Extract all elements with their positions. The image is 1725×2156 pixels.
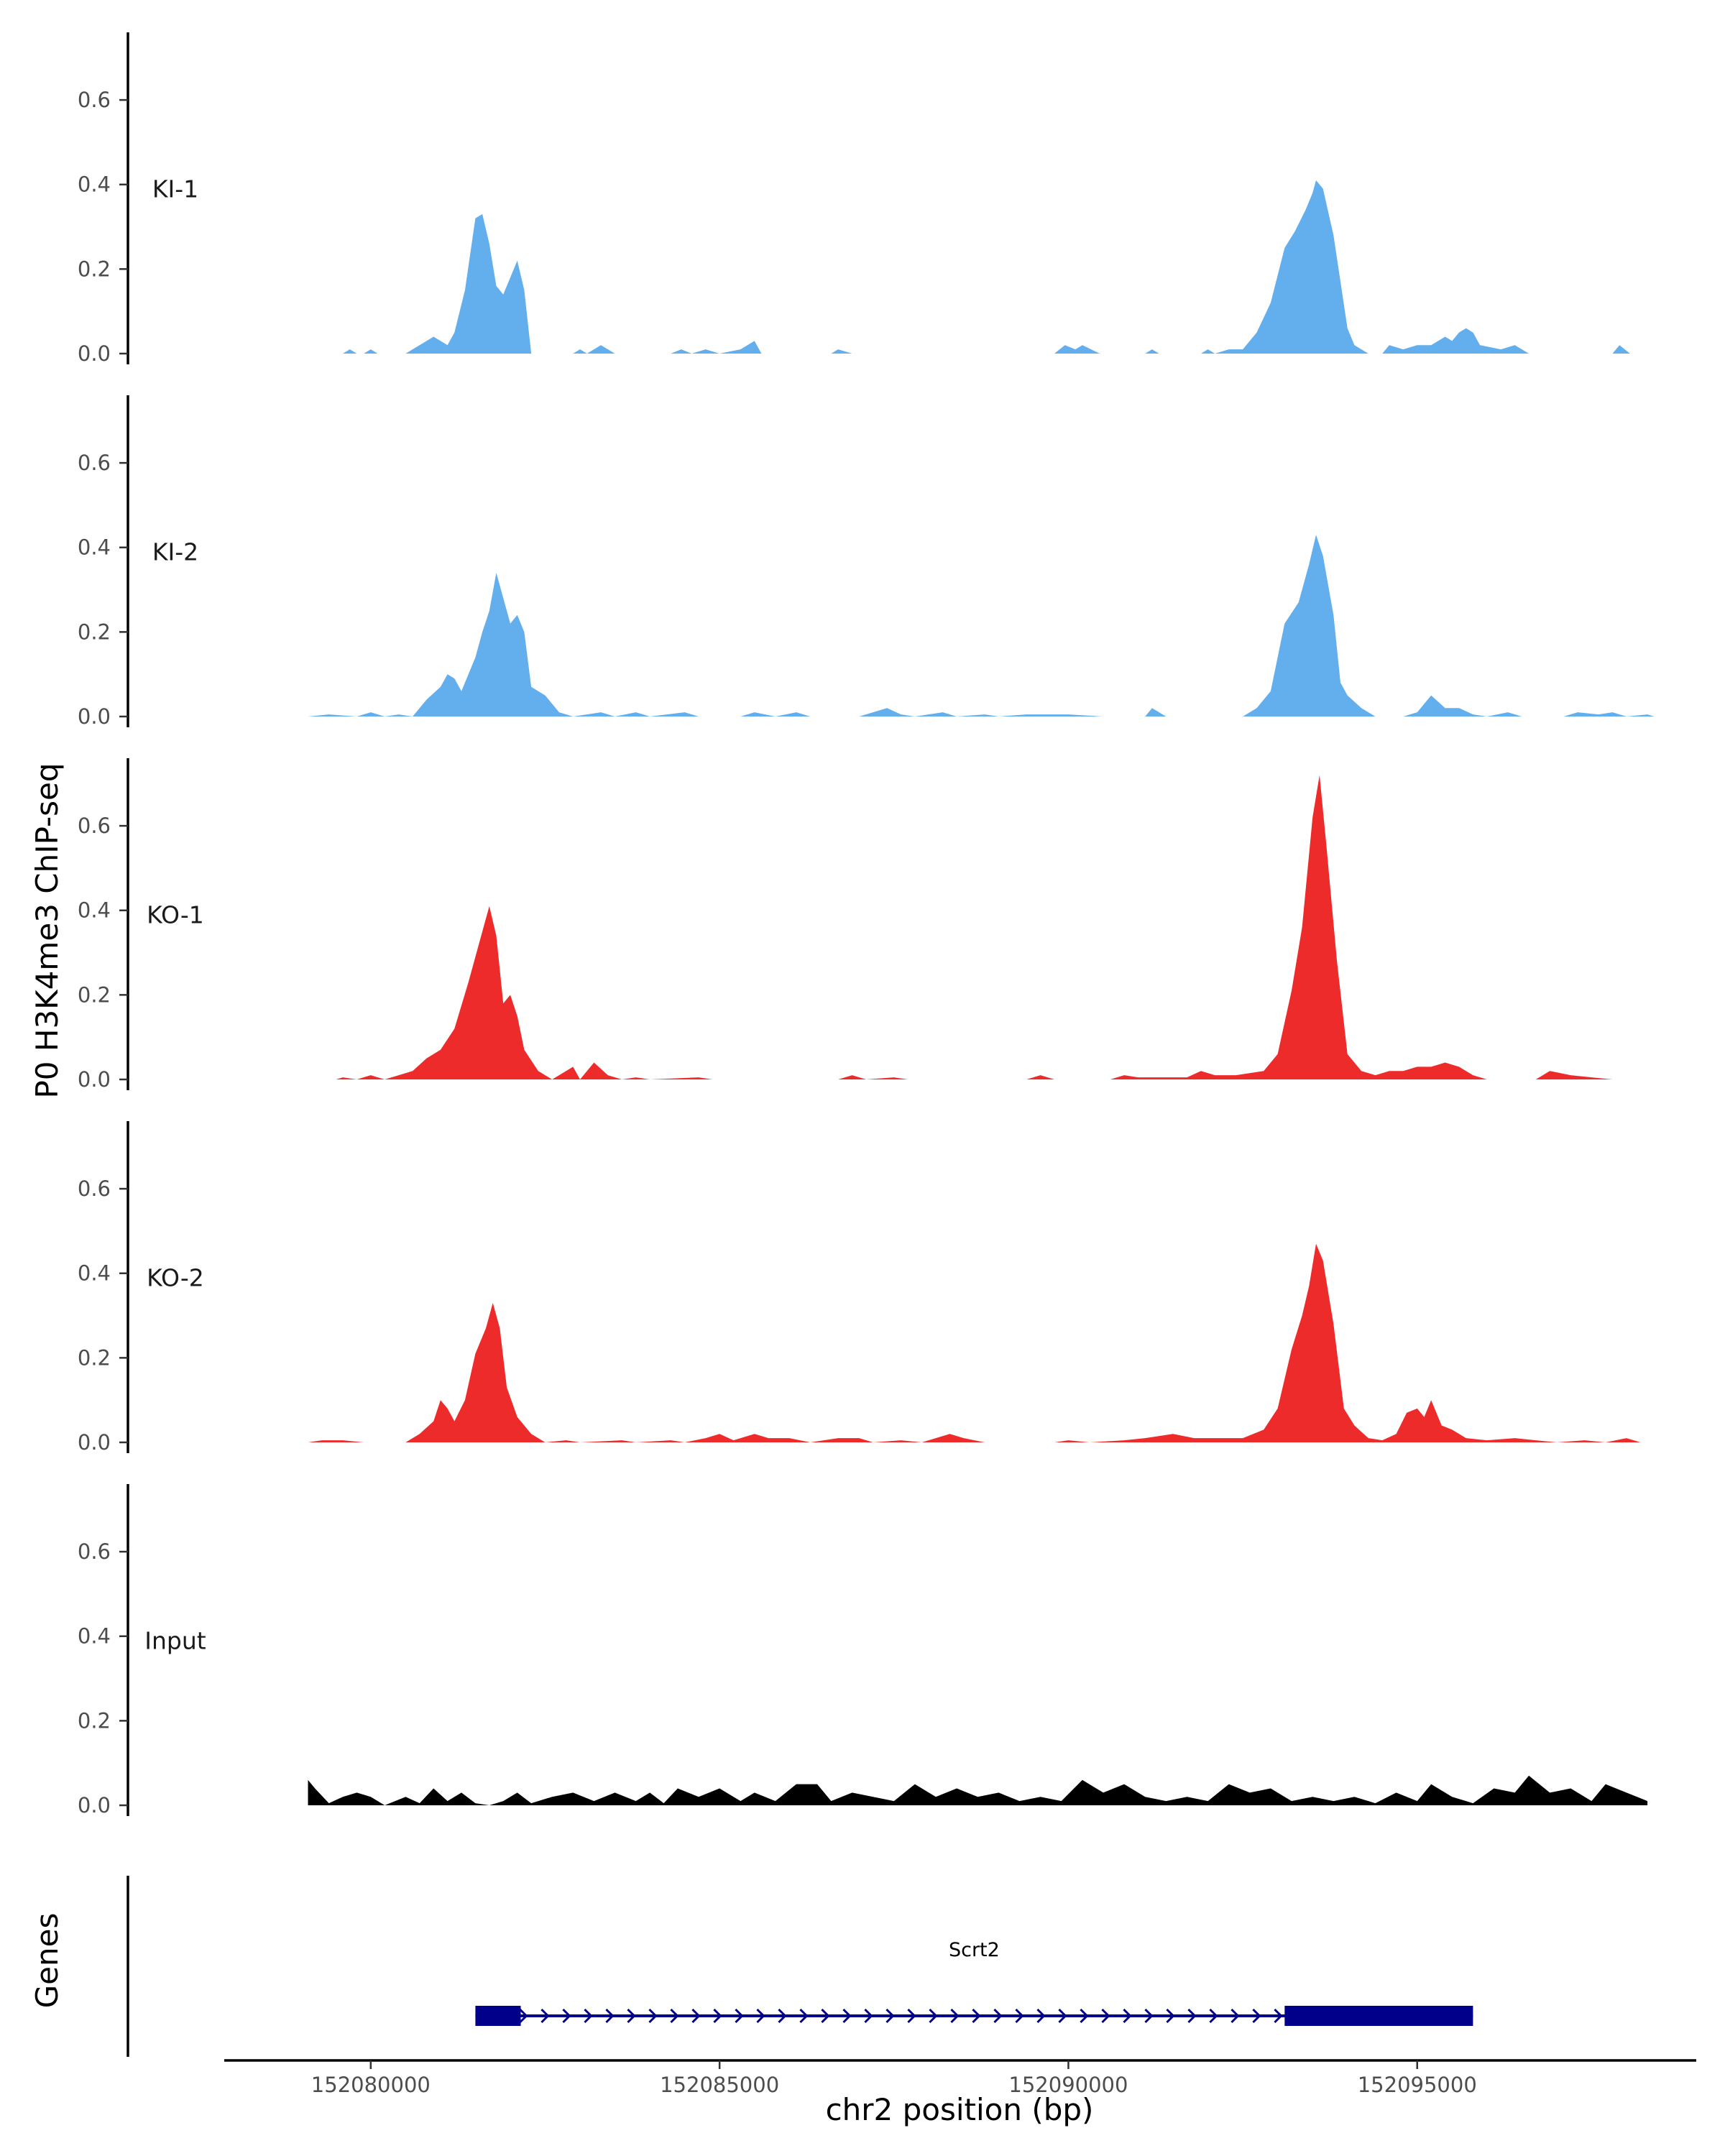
track-panel: 0.0 0.2 0.4 0.6 KO-1: [78, 758, 1613, 1092]
strand-arrow: [1036, 2008, 1046, 2024]
strand-arrow: [1015, 2008, 1024, 2024]
strand-arrow: [1252, 2008, 1261, 2024]
track-label: KO-2: [147, 1263, 204, 1291]
strand-arrow: [842, 2008, 852, 2024]
y-tick-label: 0.2: [78, 257, 111, 281]
strand-arrow: [540, 2008, 550, 2024]
strand-arrow: [778, 2008, 787, 2024]
strand-arrow: [713, 2008, 722, 2024]
y-tick-label: 0.2: [78, 1708, 111, 1733]
signal-area: [308, 535, 1655, 717]
strand-arrow: [907, 2008, 916, 2024]
tracks-layer: 0.00.20.40.6KI-10.00.20.40.6KI-20.00.20.…: [78, 32, 1655, 1818]
strand-arrow: [929, 2008, 938, 2024]
track-panel: 0.0 0.2 0.4 0.6 KO-2: [78, 1121, 1641, 1455]
y-tick-label: 0.2: [78, 619, 111, 644]
x-tick-label: 152095000: [1358, 2073, 1477, 2097]
x-tick-label: 152090000: [1008, 2073, 1128, 2097]
y-tick-label: 0.4: [78, 1624, 111, 1649]
strand-arrow: [1080, 2008, 1089, 2024]
strand-arrow: [1101, 2008, 1110, 2024]
track-label: Input: [144, 1626, 206, 1654]
y-tick-label: 0.4: [78, 172, 111, 197]
x-axis: 152080000 152085000 152090000 152095000: [224, 2059, 1696, 2097]
strand-arrow: [1274, 2008, 1283, 2024]
y-tick-label: 0.0: [78, 1793, 111, 1818]
strand-arrow: [1187, 2008, 1197, 2024]
strand-arrow: [562, 2008, 571, 2024]
y-axis-title: P0 H3K4me3 ChIP-seq: [29, 763, 65, 1098]
strand-arrow: [584, 2008, 593, 2024]
y-tick-label: 0.6: [78, 1176, 111, 1201]
y-tick-label: 0.6: [78, 1539, 111, 1564]
gene-panel-title: Genes: [29, 1913, 65, 2009]
track-panel: 0.0 0.2 0.4 0.6 Input: [78, 1484, 1648, 1818]
strand-arrow: [519, 2008, 528, 2024]
x-tick-label: 152085000: [660, 2073, 779, 2097]
signal-area: [308, 1775, 1648, 1805]
strand-arrow: [864, 2008, 873, 2024]
strand-arrow: [1058, 2008, 1067, 2024]
x-tick-label: 152080000: [311, 2073, 431, 2097]
strand-arrow: [670, 2008, 679, 2024]
strand-arrow: [1230, 2008, 1240, 2024]
y-tick-label: 0.2: [78, 982, 111, 1007]
track-panel: 0.0 0.2 0.4 0.6 KI-1: [78, 32, 1630, 366]
signal-area: [343, 180, 1630, 354]
strand-arrow: [605, 2008, 615, 2024]
signal-area: [308, 1243, 1641, 1442]
track-label: KO-1: [147, 900, 204, 929]
signal-area: [336, 775, 1613, 1079]
track-label: KI-1: [152, 175, 198, 203]
gene-model: Scrt2: [475, 1939, 1473, 2026]
strand-arrow: [799, 2008, 809, 2024]
strand-arrow: [756, 2008, 765, 2024]
gene-exon: [475, 2006, 521, 2026]
strand-arrow: [886, 2008, 895, 2024]
track-label: KI-2: [152, 538, 198, 566]
track-panel: 0.0 0.2 0.4 0.6 KI-2: [78, 395, 1655, 729]
strand-arrow: [627, 2008, 636, 2024]
y-tick-label: 0.6: [78, 814, 111, 838]
x-axis-title: chr2 position (bp): [826, 2092, 1094, 2127]
strand-arrow: [1166, 2008, 1175, 2024]
y-tick-label: 0.2: [78, 1345, 111, 1370]
y-tick-label: 0.4: [78, 535, 111, 560]
strand-arrow: [972, 2008, 981, 2024]
strand-arrow: [735, 2008, 744, 2024]
gene-exon: [1284, 2006, 1473, 2026]
y-tick-label: 0.0: [78, 704, 111, 729]
strand-arrow: [821, 2008, 830, 2024]
y-tick-label: 0.0: [78, 1067, 111, 1092]
gene-panel: Scrt2: [126, 1876, 1473, 2057]
strand-arrow: [1144, 2008, 1154, 2024]
y-tick-label: 0.6: [78, 451, 111, 475]
y-tick-label: 0.0: [78, 341, 111, 366]
y-tick-label: 0.0: [78, 1430, 111, 1455]
strand-arrow: [1123, 2008, 1132, 2024]
y-tick-label: 0.6: [78, 88, 111, 112]
strand-arrow: [1209, 2008, 1218, 2024]
gene-name-label: Scrt2: [949, 1939, 1000, 1961]
y-tick-label: 0.4: [78, 1261, 111, 1286]
strand-arrow: [950, 2008, 960, 2024]
strand-arrow: [691, 2008, 701, 2024]
strand-arrow: [648, 2008, 658, 2024]
strand-arrow: [993, 2008, 1003, 2024]
y-tick-label: 0.4: [78, 898, 111, 923]
